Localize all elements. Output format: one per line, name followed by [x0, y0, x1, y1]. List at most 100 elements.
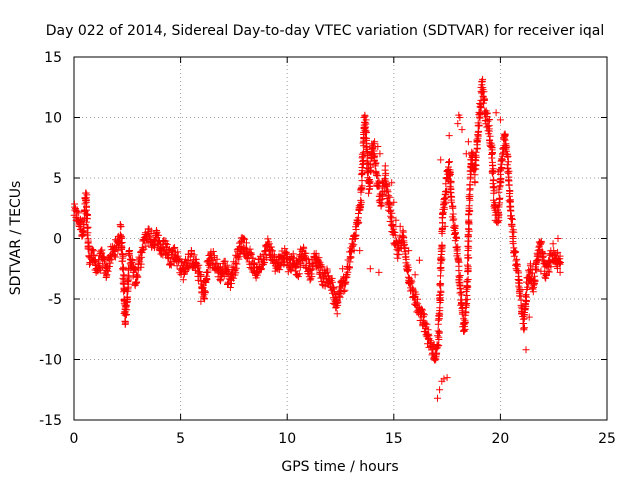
data-point	[441, 222, 449, 230]
data-point	[445, 163, 452, 171]
data-point	[446, 171, 454, 178]
x-tick-label: 5	[176, 431, 185, 447]
data-point	[554, 248, 562, 256]
data-point	[448, 198, 456, 206]
data-point	[488, 149, 496, 156]
x-tick-label: 10	[278, 431, 296, 447]
data-point	[118, 233, 126, 241]
data-point	[476, 113, 483, 121]
data-point	[312, 249, 320, 257]
data-point	[357, 196, 365, 204]
data-point	[371, 160, 379, 168]
data-point	[487, 143, 495, 150]
data-point	[437, 287, 445, 295]
y-tick-label: 15	[44, 50, 62, 66]
data-point	[289, 250, 297, 258]
data-point	[494, 209, 502, 217]
data-point	[335, 283, 343, 291]
data-point	[405, 247, 413, 255]
tick-labels: 0 5 10 15 20 25 -15 -10 -5 0 5 10 15	[39, 50, 616, 447]
data-point	[324, 278, 332, 286]
data-point	[362, 129, 370, 136]
data-point	[169, 244, 177, 252]
data-point	[324, 267, 331, 275]
data-point	[350, 241, 358, 249]
data-point	[412, 298, 420, 306]
data-point	[474, 134, 482, 142]
data-point	[495, 211, 503, 219]
data-point	[423, 320, 431, 328]
data-point	[362, 144, 370, 152]
data-point	[471, 171, 479, 179]
data-point	[396, 222, 404, 230]
data-point	[439, 208, 447, 216]
data-point	[479, 75, 487, 83]
data-point	[525, 313, 533, 321]
x-axis-label: GPS time / hours	[281, 459, 398, 475]
data-point	[411, 271, 419, 279]
data-point	[366, 177, 374, 185]
data-point	[443, 187, 450, 195]
data-point	[306, 267, 314, 274]
data-point	[437, 156, 445, 164]
data-point	[458, 126, 466, 134]
data-point	[235, 255, 243, 263]
data-point	[96, 259, 104, 267]
data-point	[306, 276, 314, 284]
data-point	[137, 253, 145, 261]
data-point	[173, 262, 181, 270]
data-point	[492, 109, 500, 117]
data-point	[404, 261, 412, 269]
data-point	[532, 265, 539, 273]
data-point	[510, 228, 518, 236]
data-point	[369, 144, 377, 152]
data-point	[446, 182, 454, 190]
data-point	[473, 144, 481, 152]
data-point	[490, 189, 498, 197]
data-point	[437, 264, 445, 271]
data-point	[391, 228, 399, 236]
y-tick-label: -5	[48, 292, 62, 308]
data-point	[415, 256, 423, 264]
data-point	[201, 295, 209, 303]
data-point	[137, 260, 145, 268]
data-point	[441, 195, 448, 202]
data-point	[249, 254, 257, 262]
data-point	[414, 295, 421, 303]
data-point	[82, 196, 90, 204]
data-point	[83, 206, 90, 214]
data-point	[465, 216, 473, 224]
data-point	[438, 255, 446, 263]
data-point	[82, 189, 90, 197]
data-point	[195, 261, 203, 269]
data-point	[268, 247, 276, 255]
data-point	[497, 175, 505, 183]
data-point	[557, 259, 564, 266]
data-point	[84, 223, 92, 231]
data-point	[515, 276, 523, 284]
data-point	[196, 272, 204, 280]
data-point	[478, 81, 486, 89]
data-point	[554, 264, 561, 272]
data-point	[347, 248, 354, 256]
data-point	[440, 375, 448, 383]
data-point	[447, 178, 455, 185]
data-point	[442, 194, 450, 202]
data-point	[463, 295, 471, 303]
data-point	[412, 290, 420, 298]
data-point	[420, 311, 428, 319]
data-point	[355, 218, 363, 226]
data-point	[198, 289, 206, 297]
chart-title: Day 022 of 2014, Sidereal Day-to-day VTE…	[46, 23, 604, 39]
data-point	[336, 287, 344, 295]
data-point	[437, 272, 444, 280]
data-point	[190, 263, 198, 271]
y-tick-label: -10	[39, 353, 62, 369]
data-point	[381, 162, 389, 170]
data-points	[70, 75, 564, 402]
data-point	[387, 206, 395, 214]
data-point	[117, 223, 125, 230]
data-point	[456, 114, 464, 121]
data-point	[480, 88, 488, 96]
data-point	[531, 276, 539, 284]
